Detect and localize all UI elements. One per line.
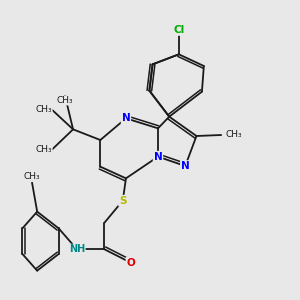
Text: CH₃: CH₃ xyxy=(36,145,52,154)
Text: N: N xyxy=(181,161,190,171)
Text: S: S xyxy=(119,196,127,206)
Text: Cl: Cl xyxy=(173,25,184,35)
Text: N: N xyxy=(154,152,162,162)
Text: CH₃: CH₃ xyxy=(226,130,242,140)
Text: N: N xyxy=(122,113,130,123)
Text: CH₃: CH₃ xyxy=(24,172,40,181)
Text: CH₃: CH₃ xyxy=(36,106,52,115)
Text: O: O xyxy=(126,258,135,268)
Text: NH: NH xyxy=(69,244,85,254)
Text: CH₃: CH₃ xyxy=(57,96,74,105)
